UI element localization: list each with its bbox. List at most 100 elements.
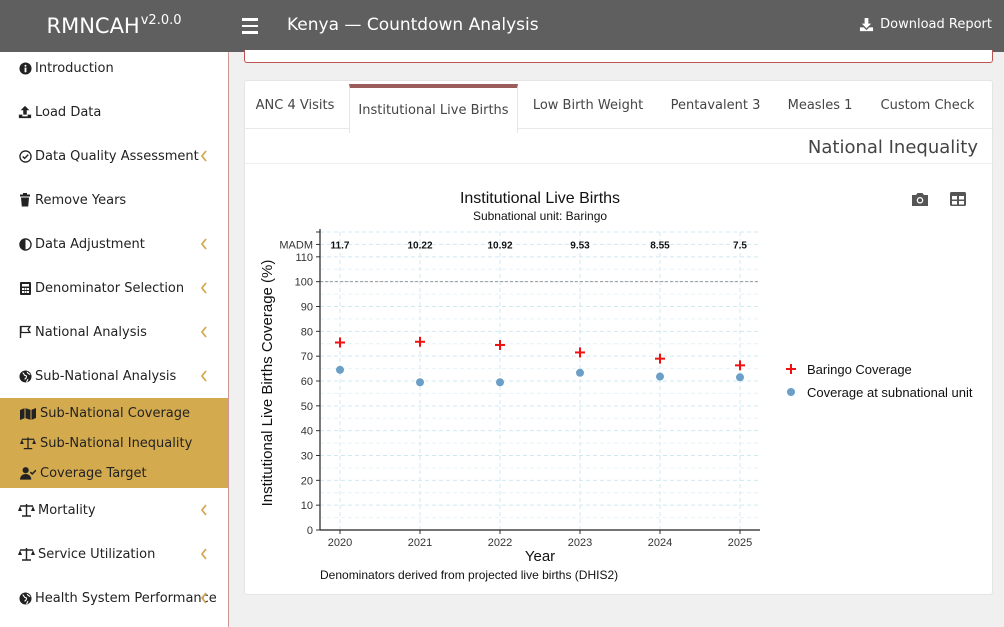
sidebar-item-data-quality-assessment[interactable]: Data Quality Assessment [0, 141, 228, 171]
y-tick-label: 60 [301, 376, 313, 388]
submenu-item-sub-national-coverage[interactable]: Sub-National Coverage [20, 400, 190, 426]
submenu-item-coverage-target[interactable]: Coverage Target [20, 460, 147, 486]
calculator-icon [18, 281, 32, 295]
collapsed-box [244, 50, 993, 63]
globe-icon [18, 591, 32, 605]
circle-point [656, 372, 664, 381]
flag-icon [18, 325, 32, 339]
sidebar-item-denominator-selection[interactable]: Denominator Selection [0, 273, 228, 303]
chevron-left-icon [200, 504, 207, 516]
sidebar-item-label: National Analysis [35, 324, 147, 340]
y-tick-label: 90 [301, 302, 313, 314]
chart-legend: Baringo Coverage Coverage at subnational … [786, 362, 973, 400]
download-report-button[interactable]: Download Report [859, 17, 992, 32]
app-header: RMNCAH v2.0.0 Kenya — Countdown Analysis … [0, 0, 1004, 52]
y-tick-label: 10 [301, 500, 313, 512]
y-tick-label: 30 [301, 451, 313, 463]
adjust-icon [18, 237, 32, 251]
circle-point [416, 378, 424, 387]
sidebar-toggle-icon[interactable] [242, 14, 258, 38]
plus-point [655, 353, 665, 364]
madm-value-label: 9.53 [570, 240, 590, 251]
y-tick-label: 20 [301, 475, 313, 487]
table-icon[interactable] [949, 191, 967, 207]
submenu-item-label: Sub-National Coverage [40, 405, 191, 421]
madm-value-label: 11.7 [331, 240, 350, 251]
panel-heading: National Inequality [807, 137, 978, 158]
y-tick-label: 110 [295, 252, 313, 264]
brand-name: RMNCAH [46, 14, 140, 38]
plus-point [335, 337, 345, 348]
sidebar-item-service-utilization[interactable]: Service Utilization [0, 539, 228, 569]
sidebar: Introduction Load Data Data Quality Asse… [0, 52, 229, 627]
balance-scale-icon [18, 503, 35, 517]
sidebar-item-load-data[interactable]: Load Data [0, 97, 228, 127]
indicator-panel: ANC 4 Visits Institutional Live Births L… [244, 80, 994, 595]
brand-logo[interactable]: RMNCAH v2.0.0 [0, 0, 228, 52]
sidebar-item-label: Introduction [35, 60, 114, 76]
tab-institutional-live-births[interactable]: Institutional Live Births [349, 84, 518, 133]
x-tick-label: 2024 [648, 537, 672, 549]
madm-value-label: 10.92 [487, 240, 512, 251]
indicator-tabs: ANC 4 Visits Institutional Live Births L… [245, 81, 994, 133]
chevron-left-icon [200, 592, 207, 604]
sidebar-item-remove-years[interactable]: Remove Years [0, 185, 228, 215]
legend-circle-marker [787, 388, 795, 396]
legend-entry-label: Coverage at subnational unit [807, 385, 973, 400]
balance-scale-icon [20, 436, 36, 450]
chevron-left-icon [200, 238, 207, 250]
chart-title: Institutional Live Births [460, 190, 620, 207]
camera-icon[interactable] [911, 191, 929, 207]
tab-custom-check[interactable]: Custom Check [880, 97, 975, 113]
madm-value-label: 8.55 [650, 240, 670, 251]
sidebar-item-national-analysis[interactable]: National Analysis [0, 317, 228, 347]
plus-point [495, 339, 505, 350]
y-tick-label: 70 [301, 351, 313, 363]
madm-axis-label: MADM [279, 239, 313, 251]
user-check-icon [20, 466, 36, 480]
x-axis-label: Year [525, 548, 555, 565]
sidebar-item-label: Data Adjustment [35, 236, 145, 252]
tab-measles-1[interactable]: Measles 1 [787, 97, 853, 113]
chevron-left-icon [200, 150, 207, 162]
sidebar-item-label: Load Data [35, 104, 102, 120]
sidebar-item-health-system-performance[interactable]: Health System Performance [0, 583, 228, 613]
download-report-label: Download Report [880, 17, 992, 32]
tab-low-birth-weight[interactable]: Low Birth Weight [532, 97, 644, 113]
madm-value-label: 7.5 [733, 240, 747, 251]
chart-subtitle: Subnational unit: Baringo [473, 209, 607, 223]
sidebar-item-data-adjustment[interactable]: Data Adjustment [0, 229, 228, 259]
submenu-item-sub-national-inequality[interactable]: Sub-National Inequality [20, 430, 192, 456]
chart-caption: Denominators derived from projected live… [320, 568, 618, 582]
x-tick-label: 2023 [568, 537, 592, 549]
y-tick-label: 0 [307, 525, 313, 537]
x-tick-label: 2025 [728, 537, 752, 549]
sidebar-item-introduction[interactable]: Introduction [0, 53, 228, 83]
x-tick-label: 2022 [488, 537, 512, 549]
y-axis-label: Institutional Live Births Coverage (%) [259, 260, 276, 507]
sidebar-item-label: Sub-National Analysis [35, 368, 177, 384]
tab-anc4-visits[interactable]: ANC 4 Visits [255, 97, 335, 113]
check-circle-icon [18, 149, 32, 163]
sidebar-item-mortality[interactable]: Mortality [0, 495, 228, 525]
tab-pentavalent-3[interactable]: Pentavalent 3 [670, 97, 761, 113]
trash-icon [18, 193, 32, 207]
sub-national-submenu: Sub-National Coverage Sub-National Inequ… [0, 398, 228, 488]
submenu-item-label: Sub-National Inequality [40, 435, 193, 451]
submenu-item-label: Coverage Target [40, 465, 147, 481]
upload-icon [18, 105, 32, 119]
globe-icon [18, 369, 32, 383]
download-icon [860, 17, 874, 32]
heading-divider [245, 163, 994, 164]
legend-entry-label: Baringo Coverage [807, 362, 912, 377]
map-icon [20, 406, 36, 420]
sidebar-item-label: Health System Performance [35, 590, 217, 606]
sidebar-item-label: Remove Years [35, 192, 127, 208]
sidebar-item-sub-national-analysis[interactable]: Sub-National Analysis [0, 361, 228, 391]
chevron-left-icon [200, 326, 207, 338]
sidebar-item-label: Data Quality Assessment [35, 148, 199, 164]
chevron-left-icon [200, 282, 207, 294]
sidebar-item-label: Mortality [38, 502, 96, 518]
circle-point [736, 373, 744, 382]
